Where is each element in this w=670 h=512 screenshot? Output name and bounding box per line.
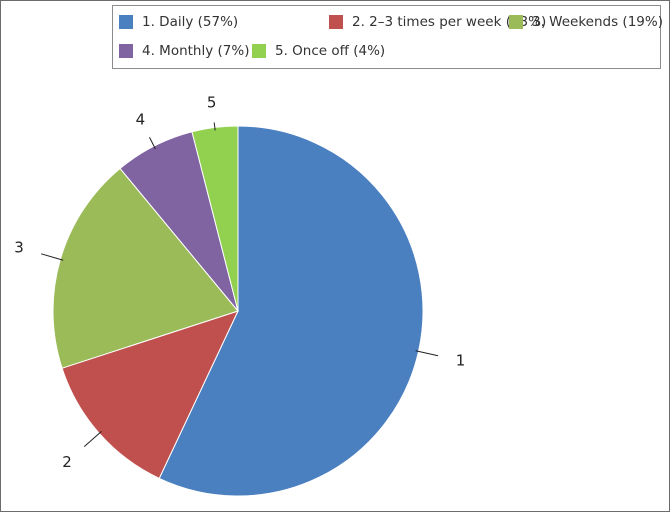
legend-item-daily: 1. Daily (57%) — [119, 14, 238, 30]
legend-label: 4. Monthly (7%) — [142, 43, 250, 59]
legend-swatch — [119, 15, 133, 29]
leader-line-3 — [41, 253, 64, 261]
legend-swatch — [252, 44, 266, 58]
slice-label-3: 3 — [14, 238, 24, 256]
legend-label: 1. Daily (57%) — [142, 14, 239, 30]
leader-line-5 — [213, 122, 216, 131]
slice-label-4: 4 — [136, 110, 146, 128]
slice-label-5: 5 — [207, 94, 217, 112]
slice-label-2: 2 — [62, 453, 72, 471]
leader-line-1 — [415, 350, 439, 357]
leader-line-4 — [149, 137, 156, 150]
legend-item-monthly: 4. Monthly (7%) — [119, 43, 249, 59]
legend-label: 3. Weekends (19%) — [532, 14, 663, 30]
legend-item-weekends: 3. Weekends (19%) — [509, 14, 663, 30]
legend-item-once-off: 5. Once off (4%) — [252, 43, 385, 59]
slice-label-1: 1 — [456, 352, 466, 370]
leader-line-2 — [83, 430, 102, 447]
legend-label: 5. Once off (4%) — [275, 43, 386, 59]
legend-swatch — [509, 15, 523, 29]
legend-swatch — [329, 15, 343, 29]
legend-swatch — [119, 44, 133, 58]
legend: 1. Daily (57%) 2. 2–3 times per week (13… — [112, 5, 663, 69]
legend-item-2-3-times: 2. 2–3 times per week (13%) — [329, 14, 546, 30]
legend-label: 2. 2–3 times per week (13%) — [352, 14, 547, 30]
